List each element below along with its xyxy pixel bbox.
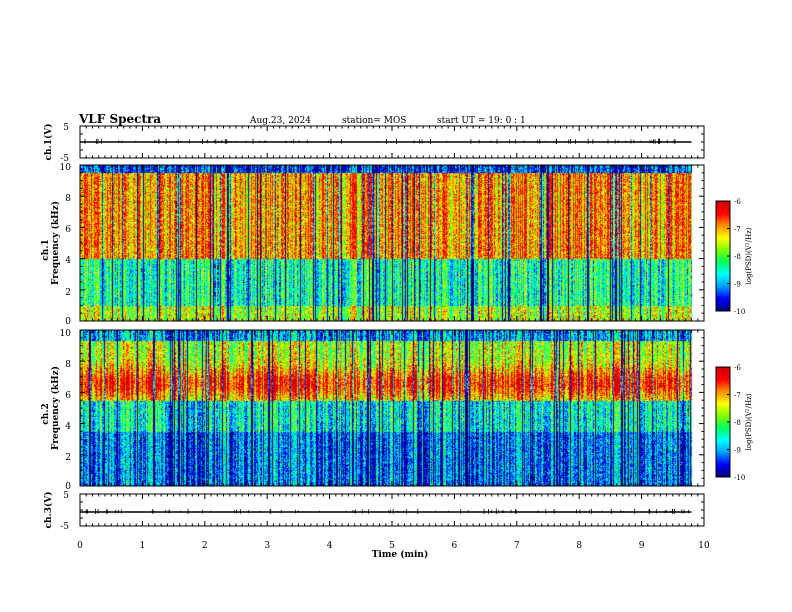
ch1-waveform-spikes <box>84 138 676 145</box>
colorbar-tick-label: -9 <box>734 447 741 455</box>
ch3-wave-ytick-bottom: -5 <box>60 522 69 532</box>
ch1-spec-ytick-2: 2 <box>65 288 71 298</box>
ch2-spec-ytick-4: 4 <box>65 422 71 432</box>
colorbar-tick-label: -10 <box>734 308 745 316</box>
ch1-colorbar-label: log(PSD)(V²/Hz) <box>745 227 753 284</box>
time-tick-label: 1 <box>140 541 146 551</box>
ch1-spec-ytick-6: 6 <box>65 225 71 235</box>
value-axis-ticks <box>80 125 704 527</box>
time-tick-label: 4 <box>327 541 333 551</box>
colorbar-tick-label: -8 <box>734 253 741 261</box>
time-axis-label: Time (min) <box>372 549 429 560</box>
colorbar-tick-label: -6 <box>734 364 741 372</box>
ch2-spec-ytick-6: 6 <box>65 391 71 401</box>
ch3-waveform-spikes <box>85 508 689 514</box>
time-tick-label: 8 <box>576 541 582 551</box>
ch1-colorbar <box>716 201 730 311</box>
time-tick-label: 6 <box>452 541 458 551</box>
station-label: station= MOS <box>342 116 406 126</box>
ch1-waveform-ylabel: ch.1(V) <box>43 124 54 161</box>
start-time-label: start UT = 19: 0 : 1 <box>437 116 526 126</box>
ch1-spectrogram-channel-label: ch.1 <box>41 239 51 260</box>
ch2-colorbar-ticks: -6 -7 -8 -9 -10 <box>727 364 745 482</box>
colorbar-tick-label: -6 <box>734 198 741 206</box>
colorbar-tick-label: -8 <box>734 419 741 427</box>
time-tick-label: 10 <box>698 541 710 551</box>
ch1-spec-ytick-0: 0 <box>65 317 71 327</box>
ch1-spec-ytick-4: 4 <box>65 256 71 266</box>
ch1-spec-ytick-8: 8 <box>65 194 71 204</box>
colorbar-tick-label: -9 <box>734 281 741 289</box>
ch1-spectrogram-plot <box>80 165 704 321</box>
ch2-spec-ytick-2: 2 <box>65 453 71 463</box>
ch2-spectrogram-ylabel: Frequency (kHz) <box>50 366 61 450</box>
time-axis-ticks <box>79 126 705 526</box>
time-tick-label: 9 <box>639 541 645 551</box>
ch1-wave-ytick-top: 5 <box>63 123 69 133</box>
ch2-colorbar-label: log(PSD)(V²/Hz) <box>745 393 753 450</box>
ch2-spectrogram-plot <box>80 330 704 486</box>
date-label: Aug.23, 2024 <box>249 116 311 126</box>
ch2-spectrogram-channel-label: ch.2 <box>41 403 51 424</box>
time-tick-label: 3 <box>264 541 270 551</box>
time-tick-label: 5 <box>389 541 395 551</box>
time-tick-label: 2 <box>202 541 208 551</box>
colorbar-tick-label: -7 <box>734 226 741 234</box>
ch2-colorbar <box>716 367 730 477</box>
ch2-spec-ytick-8: 8 <box>65 360 71 370</box>
ch2-spec-ytick-0: 0 <box>65 482 71 492</box>
time-axis-tick-labels: 0 1 2 3 4 5 6 7 8 9 10 <box>77 541 710 551</box>
ch1-spec-ytick-10: 10 <box>60 163 72 173</box>
time-tick-label: 7 <box>514 541 520 551</box>
ch2-spec-ytick-10: 10 <box>60 329 72 339</box>
ch1-spectrogram-ylabel: Frequency (kHz) <box>50 201 61 285</box>
figure-title: VLF Spectra <box>78 112 161 126</box>
ch3-wave-ytick-top: 5 <box>63 491 69 501</box>
ch3-waveform-ylabel: ch.3(V) <box>43 492 54 529</box>
colorbar-tick-label: -10 <box>734 474 745 482</box>
time-tick-label: 0 <box>77 541 83 551</box>
ch1-colorbar-ticks: -6 -7 -8 -9 -10 <box>727 198 745 316</box>
colorbar-tick-label: -7 <box>734 392 741 400</box>
ch1-wave-ytick-bottom: -5 <box>60 154 69 164</box>
